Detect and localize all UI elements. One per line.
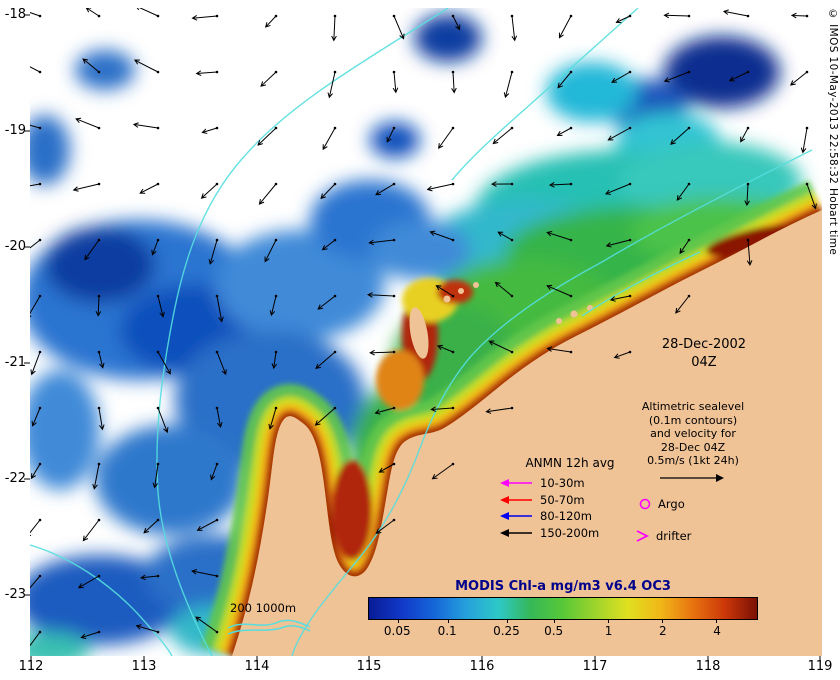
date-annotation: 28-Dec-2002 04Z: [648, 336, 760, 372]
drifter-chevron-icon: [636, 530, 650, 542]
axis-ticks: [24, 14, 821, 662]
argo-circle-icon: [639, 498, 651, 510]
date-text: 28-Dec-2002: [661, 337, 747, 352]
lat-tick-label: -20: [4, 239, 26, 254]
colorbar-tick: [506, 619, 508, 623]
colorbar-tick-label: 0.1: [437, 624, 457, 638]
sealevel-contours: [30, 8, 813, 656]
anmn-legend-row: 10-30m: [498, 475, 642, 492]
argo-legend: Argo: [638, 497, 685, 511]
lat-tick-label: -19: [4, 123, 26, 138]
drifter-label: drifter: [656, 529, 692, 543]
islands: [409, 282, 593, 359]
plot-area: [30, 8, 822, 656]
lon-tick-label: 114: [244, 659, 270, 674]
lon-tick-label: 117: [582, 659, 608, 674]
colorbar-tick: [553, 619, 555, 623]
anmn-legend: ANMN 12h avg 10-30m 50-70m 80-120m: [498, 456, 642, 541]
altimetric-line: 0.5m/s (1kt 24h): [647, 454, 739, 467]
colorbar-tick-label: 0.5: [544, 624, 564, 638]
anmn-depth-label: 10-30m: [540, 476, 585, 491]
colorbar-tick: [447, 619, 449, 623]
colorbar-labels: 0.05 0.1 0.25 0.5 1 2 4: [368, 620, 758, 638]
colorbar-tick-label: 1: [604, 624, 613, 638]
colorbar-tick: [662, 619, 664, 623]
colorbar-gradient: [368, 597, 758, 623]
anmn-legend-row: 80-120m: [498, 508, 642, 525]
argo-label: Argo: [658, 497, 685, 511]
colorbar-tick-label: 2: [659, 624, 667, 638]
mooring-arrow-icon: [500, 479, 532, 488]
altimetric-caption: Altimetric sealevel (0.1m contours) and …: [624, 400, 762, 468]
colorbar-tick: [716, 619, 718, 623]
lon-tick-label: 115: [356, 659, 382, 674]
altimetric-line: Altimetric sealevel: [641, 400, 745, 413]
velocity-vector-field: [30, 8, 817, 647]
lat-tick-label: -18: [4, 7, 26, 22]
copyright-text: © IMOS 10-May-2013 22:58:32 Hobart time: [827, 8, 839, 256]
drifter-legend: drifter: [634, 529, 691, 543]
altimetric-line: (0.1m contours): [648, 413, 738, 427]
lon-tick-label: 116: [469, 659, 495, 674]
anmn-legend-title: ANMN 12h avg: [525, 456, 615, 470]
bathymetry-label: 200 1000m: [230, 601, 297, 615]
date-hour-text: 04Z: [691, 355, 717, 370]
anmn-depth-label: 50-70m: [540, 492, 585, 507]
colorbar-tick-label: 0.05: [383, 624, 411, 638]
altimetric-line: 28-Dec 04Z: [660, 440, 726, 454]
lat-tick-label: -22: [4, 471, 26, 486]
colorbar-tick-label: 0.25: [493, 624, 520, 638]
colorbar-tick-label: 4: [713, 624, 721, 638]
land-mass: [232, 210, 822, 656]
lon-tick-label: 113: [131, 659, 157, 674]
velocity-scale-arrow-icon: [660, 474, 724, 482]
bathymetry-contour-sample-icon: [227, 619, 311, 635]
anmn-legend-row: 50-70m: [498, 492, 642, 509]
colorbar-title: MODIS Chl-a mg/m3 v6.4 OC3: [455, 579, 671, 594]
lon-tick-label: 112: [18, 659, 44, 674]
colorbar-tick: [398, 619, 400, 623]
mooring-arrow-icon: [500, 495, 532, 504]
altimetric-line: and velocity for: [650, 427, 736, 440]
anmn-legend-row: 150-200m: [498, 525, 642, 542]
anmn-depth-label: 150-200m: [540, 525, 600, 540]
mooring-arrow-icon: [500, 512, 532, 521]
lat-tick-label: -21: [4, 355, 26, 370]
anmn-depth-label: 80-120m: [540, 509, 592, 524]
lon-tick-label: 119: [807, 659, 833, 674]
colorbar: MODIS Chl-a mg/m3 v6.4 OC3 0.05 0.1 0.25…: [368, 579, 758, 638]
colorbar-tick: [608, 619, 610, 623]
mooring-arrow-icon: [500, 528, 532, 537]
lon-tick-label: 118: [695, 659, 721, 674]
lat-tick-label: -23: [4, 587, 26, 602]
